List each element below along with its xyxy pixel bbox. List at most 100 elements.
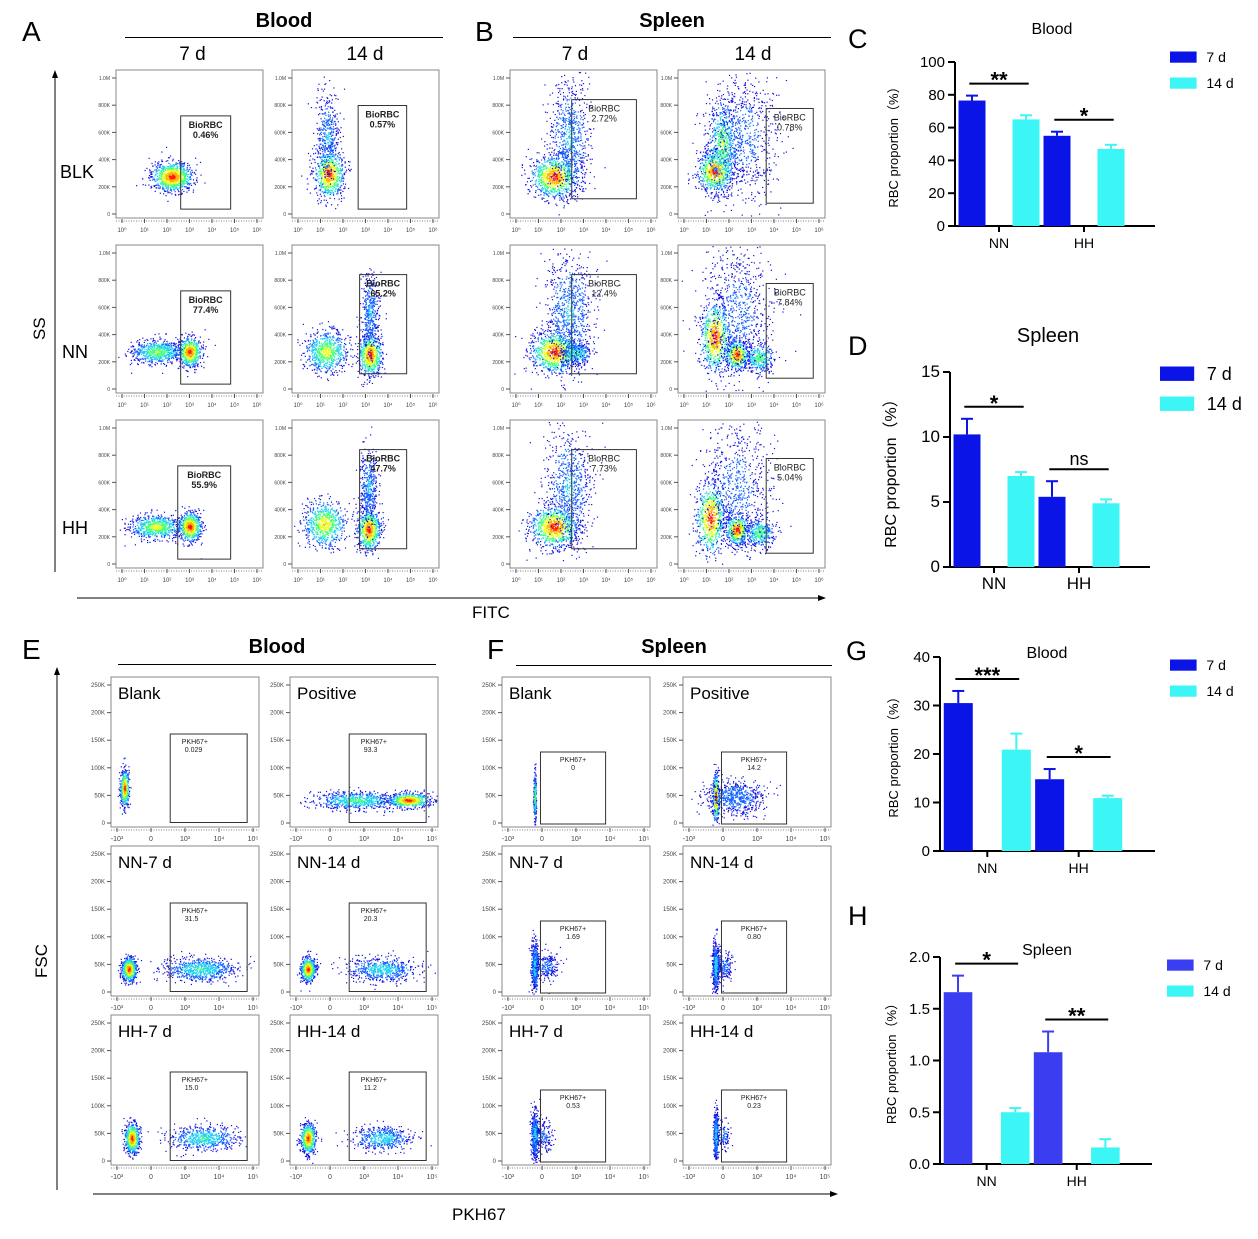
gate-box [169,902,248,992]
gate-value: 77.4% [193,305,219,315]
plot-frame [509,69,658,219]
gate-name: BioRBC [189,295,223,305]
y-tick-label: 150K [663,907,677,913]
flow-plot-a-nn-14d: 0 200K 400K 600K 800K 1.0M 10⁰ 10¹ 10² 10³ 10⁴ 10⁵ 1… [274,244,440,409]
x-tick-label: -10³ [502,1174,515,1181]
y-tick-label: 0 [937,218,945,235]
gate-box [359,449,408,550]
scatter-points [521,71,606,216]
x-tick-label: 10⁰ [511,227,521,234]
y-tick-label: 0 [102,1159,106,1165]
flow-plot-f-hh-7d: 0 50K 100K 150K 200K 250K -10³ 0 10³ 10⁴ 10⁵ PKH67+… [482,1014,651,1181]
flow-plot-a-hh-7d: 0 200K 400K 600K 800K 1.0M 10⁰ 10¹ 10² 10³ 10⁴ 10⁵ 1… [98,419,264,584]
bar-hh-7d [1043,135,1071,226]
x-tick-label: 10² [557,403,566,409]
y-tick-label: 0.5 [909,1104,930,1121]
y-tick-label: 250K [91,1021,105,1027]
x-tick-label: 10¹ [140,228,149,234]
legend-label: 7 d [1207,364,1232,384]
y-tick-label: 100K [663,935,677,941]
y-tick-label: 50K [485,793,496,799]
legend-label: 7 d [1206,49,1225,65]
y-tick-label: 400K [660,333,672,339]
x-tick-label: 10⁰ [293,577,303,584]
x-tick-label: 10¹ [702,403,711,409]
flow-plot-b-nn-14d: 0 200K 400K 600K 800K 1.0M 10⁰ 10¹ 10² 10³ 10⁴ 10⁵ 1… [660,244,826,409]
x-tick-label: 10⁴ [601,227,611,234]
y-tick-label: 50K [273,962,284,968]
y-tick-label: 250K [663,1021,677,1027]
scatter-points [681,246,802,392]
y-tick-label: 1.0M [275,76,286,82]
scatter-points [294,426,390,559]
x-tick-label: 10² [339,578,348,584]
scatter-points [119,506,207,560]
y-tick-label: 600K [274,480,286,486]
y-tick-label: 200K [492,185,504,191]
flow-plot-f-nn-14d: 0 50K 100K 150K 200K 250K -10³ 0 10³ 10⁴ 10⁵ PKH67+… [663,845,832,1012]
x-tick-label: 10⁶ [814,227,824,234]
gate-box [180,115,232,210]
x-tick-label: 10² [557,228,566,234]
x-tick-label: -10³ [111,836,124,843]
x-tick-label: 10⁵ [230,402,240,409]
gate-name: PKH67+ [182,1077,208,1084]
gate-value: 0.23 [747,1103,761,1110]
x-tick-label: 0 [721,836,725,843]
y-tick-label: 50K [94,793,105,799]
x-tick-label: 10⁵ [792,227,802,234]
x-tick-label: -10³ [502,1005,515,1012]
x-tick-label: 10³ [752,1174,763,1181]
gate-box [348,1071,427,1161]
y-tick-label: 0 [107,387,110,393]
y-tick-label: 1.0M [661,251,672,257]
bar-hh-7d [1038,496,1066,567]
x-tick-label: 10³ [747,228,756,234]
x-tick-label: 10⁰ [679,402,689,409]
gate-box [765,457,814,554]
y-tick-label: 150K [482,907,496,913]
y-tick-label: 800K [274,453,286,459]
y-tick-label: 1.0 [909,1053,930,1070]
y-tick-label: 800K [660,103,672,109]
gate-box [539,751,607,825]
gate-name: PKH67+ [741,757,767,764]
y-tick-label: 200K [91,711,105,717]
panel-a-group-title: Blood [125,10,443,33]
y-tick-label: 0 [501,562,504,568]
category-label: NN [977,860,997,876]
bar-hh-14d [1091,1147,1120,1164]
flow-plot-f-positive: 0 50K 100K 150K 200K 250K -10³ 0 10³ 10⁴ 10⁵ PKH67+… [663,676,832,843]
y-tick-label: 5 [931,492,940,511]
y-tick-label: 200K [91,1049,105,1055]
flow-plot-b-hh-14d: 0 200K 400K 600K 800K 1.0M 10⁰ 10¹ 10² 10³ 10⁴ 10⁵ 1… [660,419,826,584]
flow-ab-svg: 0 200K 400K 600K 800K 1.0M 10⁰ 10¹ 10² 10³ 10⁴ 10⁵ 1… [98,69,826,584]
y-tick-label: 400K [98,333,110,339]
scatter-points [712,1099,734,1161]
panel-letter: C [848,24,868,54]
significance-label: *** [974,663,1000,688]
x-tick-label: 10² [163,403,172,409]
plot-frame [677,419,826,569]
panel-b-group-title: Spleen [513,10,831,33]
x-tick-label: 10¹ [702,228,711,234]
gate-box [539,920,607,994]
pkh67-arrow-icon [830,1191,838,1197]
x-tick-label: 10² [339,228,348,234]
plot-label: HH-7 d [509,1022,563,1041]
x-tick-label: 10⁴ [207,227,217,234]
y-tick-label: 200K [482,880,496,886]
scatter-points [514,248,621,391]
flow-plot-b-nn-7d: 0 200K 400K 600K 800K 1.0M 10⁰ 10¹ 10² 10³ 10⁴ 10⁵ 1… [492,244,658,409]
x-tick-label: 10⁴ [769,402,779,409]
plot-label: Positive [297,684,357,703]
y-tick-label: 150K [91,738,105,744]
x-tick-label: 10³ [185,578,194,584]
y-tick-label: 0 [493,821,497,827]
y-tick-label: 400K [492,508,504,514]
plot-label: NN-14 d [297,853,360,872]
x-tick-label: 10⁴ [786,1005,797,1012]
y-tick-label: 600K [274,130,286,136]
gate-box [720,751,788,825]
panel-letter-f: F [487,634,504,666]
